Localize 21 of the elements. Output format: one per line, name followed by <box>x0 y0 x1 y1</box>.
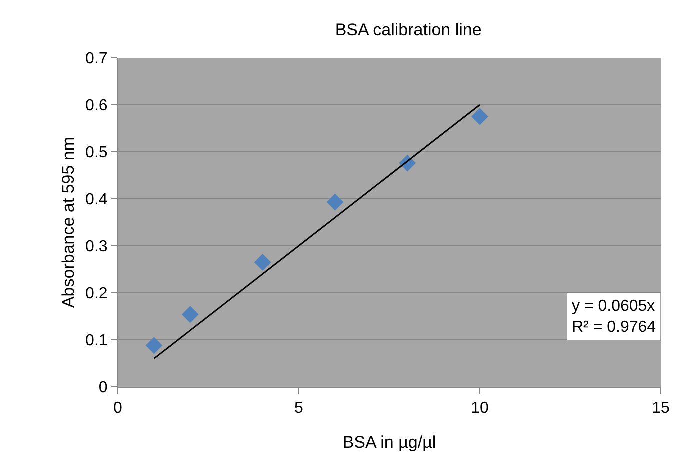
chart-title: BSA calibration line <box>335 20 482 40</box>
y-tick-label: 0.5 <box>86 144 108 162</box>
point <box>326 194 344 211</box>
y-tick-label: 0 <box>98 380 108 397</box>
x-axis-title: BSA in µg/µl <box>342 433 436 452</box>
y-tick-label: 0.2 <box>86 286 108 303</box>
x-tick-label: 15 <box>652 400 670 418</box>
y-tick-label: 0.3 <box>86 238 108 256</box>
y-axis-title: Absorbance at 595 nm <box>59 136 78 308</box>
point <box>182 306 199 324</box>
x-tick-label: 10 <box>471 400 489 418</box>
point <box>146 337 163 354</box>
y-tick-label: 0.1 <box>86 332 108 350</box>
y-tick-label: 0.6 <box>86 98 108 115</box>
point <box>254 254 272 271</box>
y-tick-label: 0.4 <box>86 192 108 209</box>
annotation: y = 0.0605x R² = 0.9764 <box>572 298 656 336</box>
point <box>472 108 488 126</box>
x-tick-label: 0 <box>114 400 123 418</box>
y-tick-label: 0.7 <box>86 50 108 68</box>
x-tick-label: 5 <box>294 400 304 418</box>
